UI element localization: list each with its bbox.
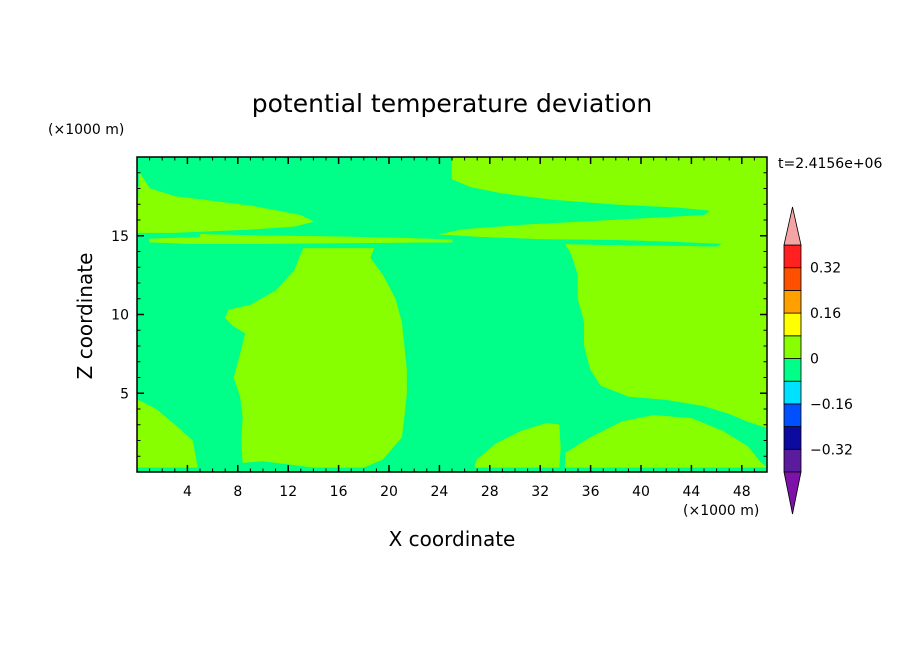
colorbar-under-arrow [783, 471, 802, 515]
y-tick-label: 15 [111, 229, 129, 245]
contour-region-3 [439, 156, 768, 429]
colorbar-swatch [783, 380, 802, 405]
contour-region-4 [224, 248, 407, 468]
contour-region-1 [136, 172, 315, 233]
colorbar-swatch [783, 267, 802, 291]
contour-region-6 [474, 422, 561, 468]
colorbar-label: −0.32 [810, 442, 853, 458]
y-axis-label: Z coordinate [73, 253, 97, 380]
x-tick-label: 40 [632, 484, 650, 500]
y-tick-label: 5 [120, 386, 129, 402]
colorbar-label: 0.16 [810, 306, 841, 322]
y-axis: 5 10 15 [111, 172, 767, 457]
y-unit-label: (×1000 m) [48, 122, 124, 138]
colorbar-swatch [783, 426, 802, 450]
chart-title: potential temperature deviation [252, 89, 652, 118]
x-tick-label: 4 [183, 484, 192, 500]
colorbar-label: 0.32 [810, 261, 841, 277]
x-tick-label: 32 [531, 484, 549, 500]
colorbar-swatch [783, 448, 802, 473]
x-tick-label: 44 [682, 484, 700, 500]
x-tick-label: 36 [582, 484, 600, 500]
x-tick-label: 20 [380, 484, 398, 500]
colorbar-label: −0.16 [810, 397, 853, 413]
x-tick-label: 12 [279, 484, 297, 500]
x-unit-label: (×1000 m) [683, 503, 759, 519]
colorbar-swatch [783, 403, 802, 427]
colorbar-swatch [783, 312, 802, 337]
contour-region-2 [149, 233, 453, 244]
colorbar-over-arrow [783, 206, 802, 246]
time-label: t=2.4156e+06 [778, 156, 882, 172]
colorbar: 0.32 0.16 0 −0.16 −0.32 [783, 206, 853, 515]
contour-region-7 [565, 415, 768, 468]
x-tick-label: 48 [733, 484, 751, 500]
colorbar-swatch [783, 289, 802, 314]
colorbar-swatch [783, 244, 802, 269]
colorbar-label: 0 [810, 352, 819, 368]
x-axis: 4 8 12 16 20 24 28 32 36 40 44 48 [149, 157, 755, 500]
x-tick-label: 24 [430, 484, 448, 500]
x-tick-label: 16 [330, 484, 348, 500]
colorbar-swatch [783, 335, 802, 359]
contour-regions [136, 156, 768, 468]
x-tick-label: 8 [233, 484, 242, 500]
colorbar-swatch [783, 358, 802, 382]
y-tick-label: 10 [111, 308, 129, 324]
x-tick-label: 28 [481, 484, 499, 500]
x-axis-label: X coordinate [389, 527, 516, 551]
